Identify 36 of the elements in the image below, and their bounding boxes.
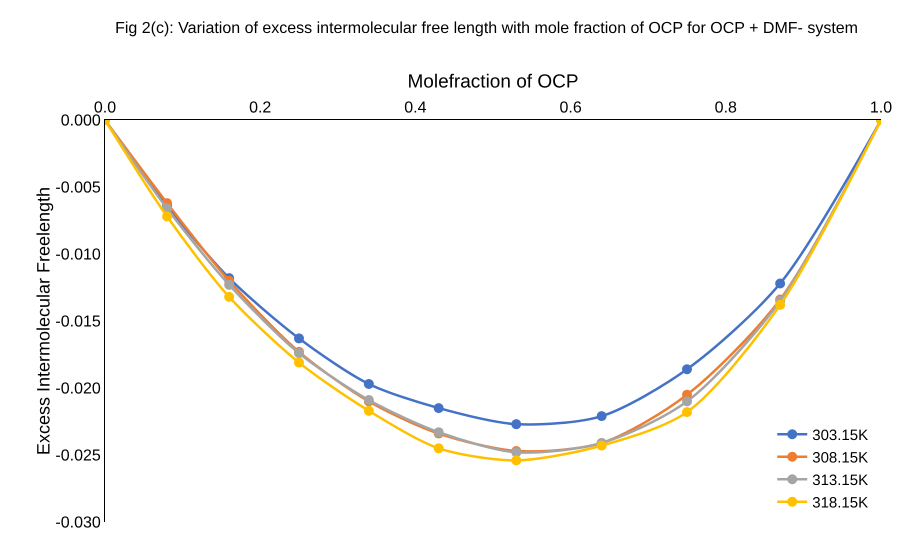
legend-label: 318.15K xyxy=(812,494,868,512)
point xyxy=(364,378,374,389)
point xyxy=(294,358,304,368)
point xyxy=(364,406,374,416)
y-tick-label: -0.025 xyxy=(55,448,101,465)
point xyxy=(162,211,172,222)
y-tick-label: -0.030 xyxy=(55,514,101,532)
point xyxy=(224,292,234,302)
point xyxy=(434,443,444,454)
y-tick-label: -0.015 xyxy=(55,314,101,331)
y-tick-label: -0.010 xyxy=(55,246,101,264)
point xyxy=(775,300,786,310)
point xyxy=(682,396,692,406)
point xyxy=(294,333,304,344)
y-axis-title: Excess Intermolecular Freelength xyxy=(33,186,54,456)
y-tick-label: -0.020 xyxy=(55,380,101,398)
point xyxy=(596,440,607,451)
legend-label: 308.15K xyxy=(812,450,868,467)
point xyxy=(511,419,522,430)
legend-label: 303.15K xyxy=(812,427,868,444)
point xyxy=(224,280,234,290)
x-tick-label: 0.6 xyxy=(559,100,582,117)
chart-title: Fig 2(c): Variation of excess intermolecular free length with mole fraction of OCP for OCP + DMF- system xyxy=(115,20,858,37)
point xyxy=(682,364,692,374)
x-tick-label: 0.4 xyxy=(404,100,427,117)
x-axis-title: Molefraction of OCP xyxy=(407,71,579,92)
point xyxy=(511,455,522,466)
x-tick-label: 0.2 xyxy=(249,100,272,117)
point xyxy=(682,407,692,418)
x-tick-label: 1.0 xyxy=(870,100,892,117)
point xyxy=(434,403,444,414)
point xyxy=(775,278,786,288)
x-tick-label: 0.8 xyxy=(714,100,738,117)
y-tick-label: -0.005 xyxy=(55,180,101,197)
point xyxy=(596,411,607,422)
legend-label: 313.15K xyxy=(812,472,868,490)
